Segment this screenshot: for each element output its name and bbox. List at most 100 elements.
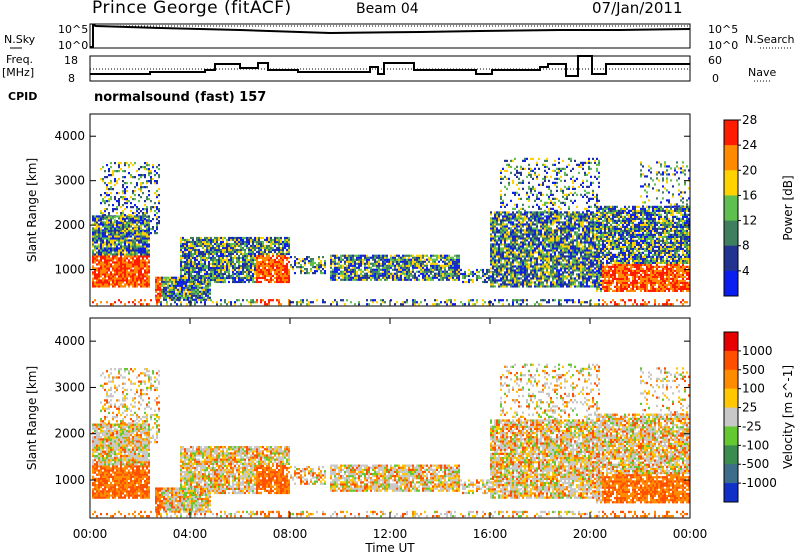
power-cell [208, 260, 210, 264]
power-cell [192, 278, 194, 282]
power-cell [554, 265, 556, 268]
power-cell [566, 285, 568, 288]
power-cell [158, 174, 160, 177]
power-cell [286, 270, 288, 274]
power-cell [148, 172, 150, 175]
power-cell [288, 274, 290, 278]
power-cell [152, 178, 154, 181]
power-cell [568, 243, 570, 246]
power-cell [518, 223, 520, 226]
power-cell [128, 243, 130, 246]
power-cell [518, 283, 520, 286]
power-cell [494, 249, 496, 252]
power-cell [209, 288, 211, 291]
power-cell [165, 276, 167, 279]
power-cell [420, 256, 422, 259]
power-cell [458, 254, 460, 257]
power-cell [212, 250, 214, 254]
power-cell [528, 243, 530, 246]
power-cell [278, 280, 280, 284]
power-cell [118, 230, 120, 233]
power-cell [108, 214, 110, 217]
power-cell [278, 270, 280, 274]
power-cell [346, 260, 348, 263]
power-cell [140, 219, 142, 222]
power-cell [110, 217, 112, 220]
power-cell [98, 269, 100, 272]
power-cell [552, 223, 554, 226]
power-cell [556, 255, 558, 258]
power-cell [288, 272, 290, 276]
power-cell [536, 275, 538, 278]
power-cell [544, 265, 546, 268]
power-cell [264, 250, 266, 254]
nave-label: Nave [748, 66, 776, 79]
power-cell [258, 248, 260, 252]
power-cell [382, 274, 384, 277]
power-cell [183, 282, 185, 285]
power-cell [96, 275, 98, 278]
power-cell [108, 212, 110, 215]
power-cell [458, 256, 460, 259]
power-cell [98, 231, 100, 234]
power-cell [568, 247, 570, 250]
power-cell [188, 276, 190, 280]
power-cell [476, 268, 478, 272]
power-cell [568, 223, 570, 226]
power-cell [552, 271, 554, 274]
power-cell [324, 272, 326, 275]
power-cell [210, 270, 212, 274]
power-cell [203, 286, 205, 289]
power-cell [572, 239, 574, 242]
power-cell [165, 298, 167, 301]
power-cell [94, 255, 96, 258]
power-cell [476, 276, 478, 280]
power-cell [106, 257, 108, 260]
power-cell [122, 227, 124, 230]
power-cell [266, 248, 268, 252]
power-cell [564, 227, 566, 230]
power-cell [500, 237, 502, 240]
power-cell [120, 251, 122, 254]
power-cell [518, 245, 520, 248]
power-cell [568, 271, 570, 274]
power-cell [524, 219, 526, 222]
power-cell [222, 238, 224, 242]
power-cell [518, 211, 520, 214]
power-cell [566, 211, 568, 214]
power-cell [404, 274, 406, 277]
power-cell [188, 240, 190, 244]
power-cell [566, 245, 568, 248]
power-cell [146, 277, 148, 280]
power-cell [214, 246, 216, 250]
power-cell [274, 240, 276, 244]
power-cell [568, 231, 570, 234]
power-cell [136, 275, 138, 278]
power-cell [420, 264, 422, 267]
power-cell [193, 292, 195, 295]
power-cell [380, 268, 382, 271]
frequency-panel: Freq. [MHz] 18 8 60 0 Nave [2, 53, 776, 85]
power-cell [262, 258, 264, 262]
power-cell [122, 230, 124, 233]
power-cell [276, 254, 278, 258]
power-cell [108, 251, 110, 254]
power-cell [171, 280, 173, 283]
power-cell [530, 277, 532, 280]
power-cell [574, 227, 576, 230]
power-cell [126, 253, 128, 256]
power-cell [159, 288, 161, 291]
power-cell [250, 262, 252, 266]
power-cell [344, 276, 346, 279]
power-cell [202, 252, 204, 256]
power-cell [282, 280, 284, 284]
power-cell [100, 281, 102, 284]
power-cell [352, 276, 354, 279]
power-cell [404, 266, 406, 269]
power-cell [450, 272, 452, 275]
power-cell [514, 233, 516, 236]
power-cell [438, 256, 440, 259]
power-cell [276, 280, 278, 284]
power-cell [560, 237, 562, 240]
power-cell [142, 267, 144, 270]
